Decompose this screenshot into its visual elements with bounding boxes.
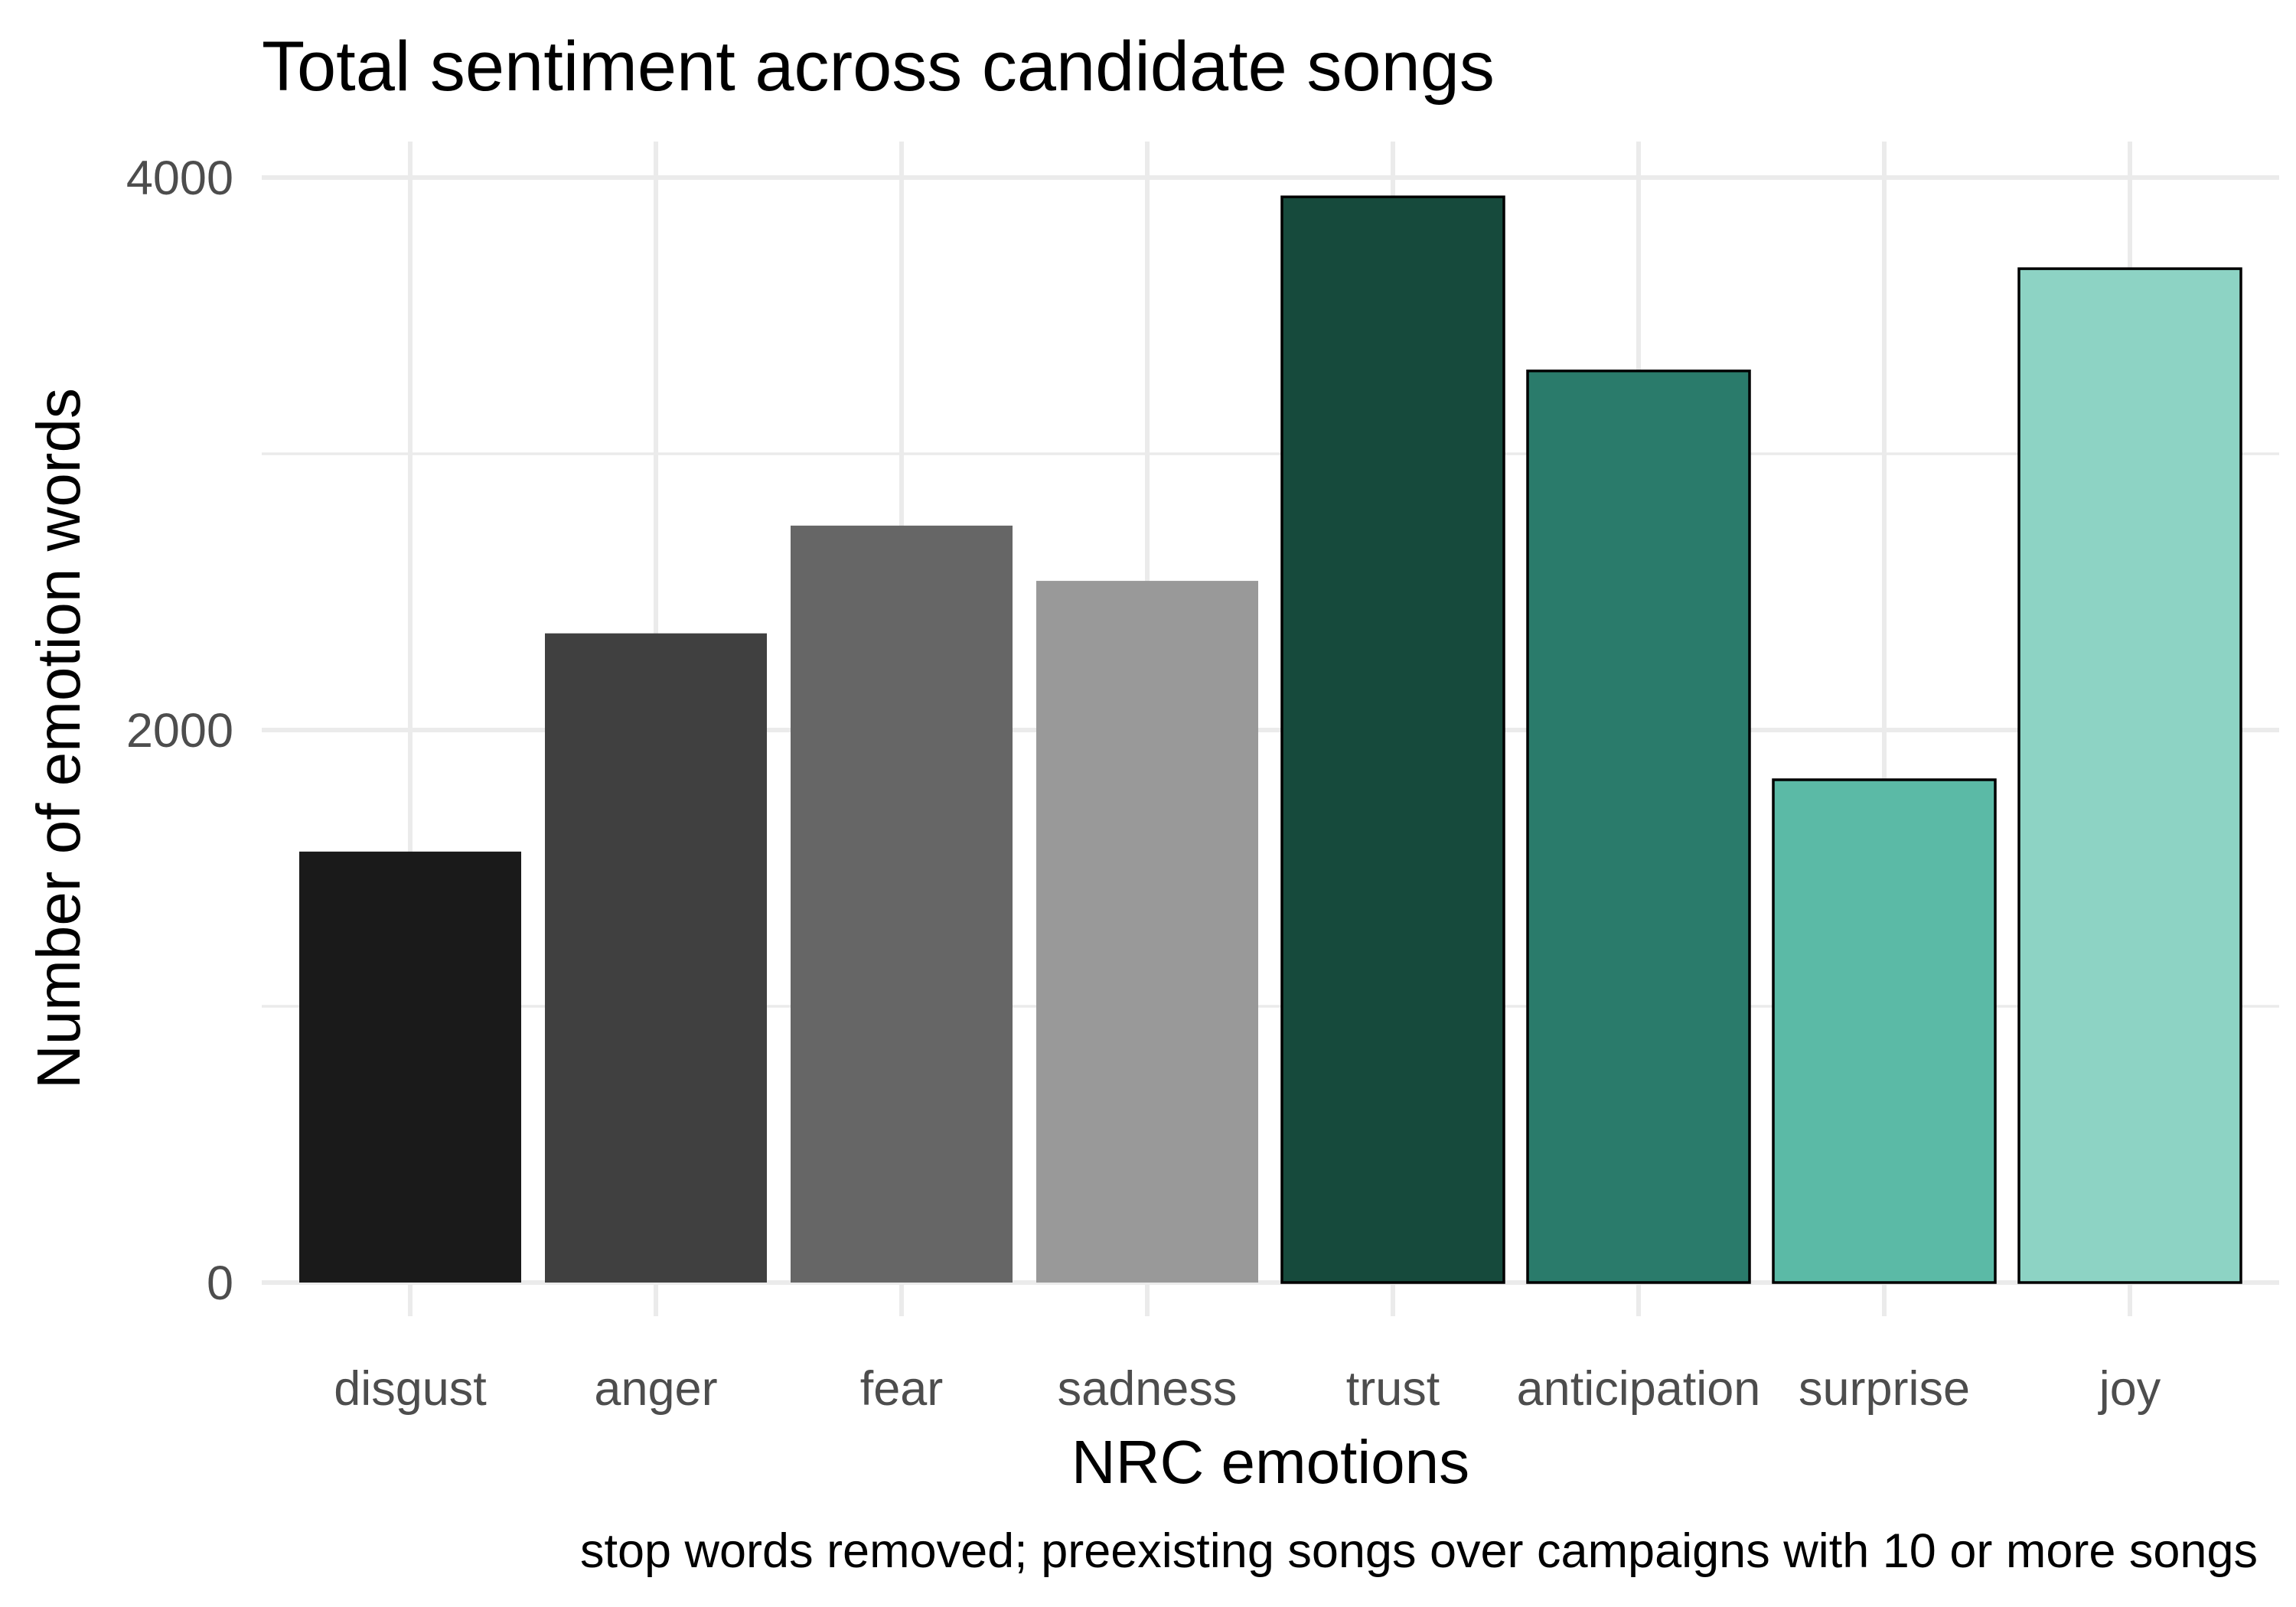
bar-sadness <box>1036 581 1258 1283</box>
y-tick-label: 4000 <box>126 152 233 205</box>
x-tick-label: anger <box>594 1362 717 1416</box>
y-tick-label: 2000 <box>126 704 233 758</box>
x-tick-label: disgust <box>334 1362 487 1416</box>
bar-trust <box>1280 195 1505 1284</box>
bar-anger <box>545 633 767 1283</box>
bar-anticipation <box>1526 369 1751 1284</box>
x-tick-label: trust <box>1346 1362 1440 1416</box>
x-tick-label: sadness <box>1058 1362 1238 1416</box>
x-axis-title: NRC emotions <box>1071 1428 1469 1496</box>
x-tick-label: joy <box>2098 1362 2161 1416</box>
y-axis-title: Number of emotion words <box>24 388 93 1089</box>
bar-surprise <box>1772 778 1997 1284</box>
x-tick-label: fear <box>860 1362 944 1416</box>
x-tick-label: anticipation <box>1517 1362 1761 1416</box>
y-axis-ticks: 0 2000 4000 <box>126 152 233 1310</box>
y-tick-label: 0 <box>207 1257 233 1310</box>
chart-caption: stop words removed; preexisting songs ov… <box>580 1524 2258 1578</box>
bar-fear <box>791 525 1013 1283</box>
bars <box>299 195 2242 1284</box>
bar-joy <box>2017 267 2242 1284</box>
bar-disgust <box>299 851 521 1283</box>
chart-title: Total sentiment across candidate songs <box>262 28 1495 106</box>
x-tick-label: surprise <box>1799 1362 1970 1416</box>
x-axis-ticks: disgust anger fear sadness trust anticipation… <box>334 1362 2161 1416</box>
